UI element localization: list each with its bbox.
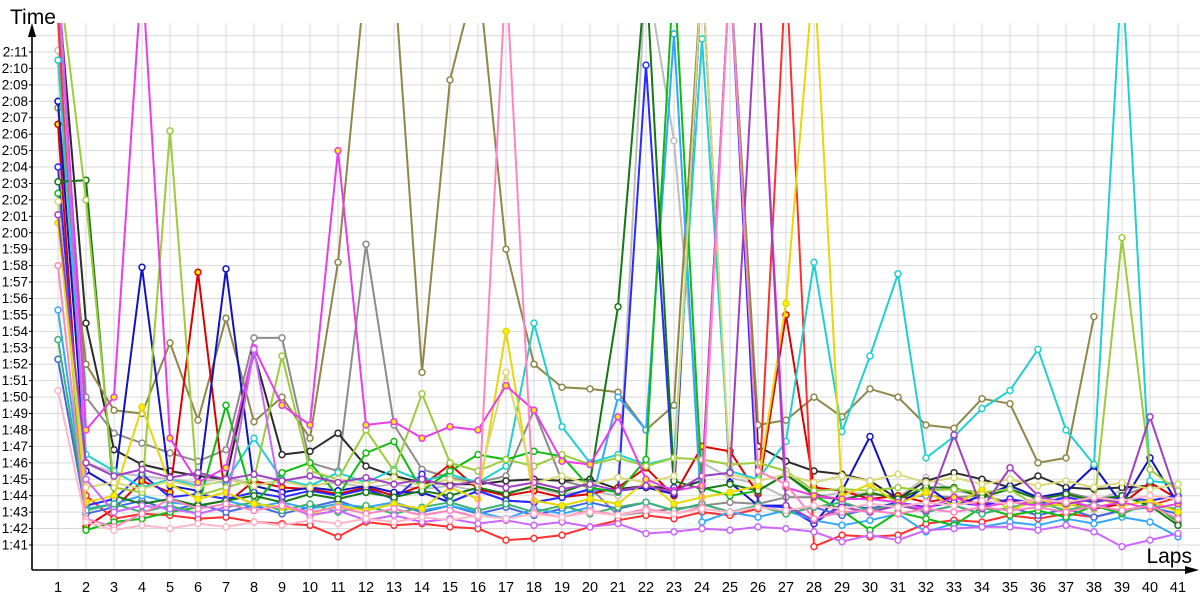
svg-text:2:05: 2:05 bbox=[2, 143, 28, 158]
svg-text:1:53: 1:53 bbox=[2, 340, 28, 355]
svg-text:19: 19 bbox=[554, 580, 570, 596]
svg-text:2:09: 2:09 bbox=[2, 77, 28, 92]
svg-text:2:00: 2:00 bbox=[2, 225, 28, 240]
svg-text:1:58: 1:58 bbox=[2, 258, 28, 273]
svg-text:1:44: 1:44 bbox=[2, 488, 29, 503]
svg-text:1:42: 1:42 bbox=[2, 521, 28, 536]
svg-text:27: 27 bbox=[778, 580, 794, 596]
svg-text:1:57: 1:57 bbox=[2, 275, 28, 290]
svg-text:2:07: 2:07 bbox=[2, 110, 28, 125]
svg-text:1:56: 1:56 bbox=[2, 291, 28, 306]
svg-text:37: 37 bbox=[1058, 580, 1074, 596]
x-axis-title: Laps bbox=[1146, 545, 1192, 568]
svg-text:15: 15 bbox=[442, 580, 458, 596]
svg-text:1:49: 1:49 bbox=[2, 406, 28, 421]
svg-text:12: 12 bbox=[358, 580, 374, 596]
svg-text:1:55: 1:55 bbox=[2, 307, 28, 322]
svg-text:1:52: 1:52 bbox=[2, 357, 28, 372]
svg-text:20: 20 bbox=[582, 580, 598, 596]
svg-text:4: 4 bbox=[138, 580, 146, 596]
svg-text:34: 34 bbox=[974, 580, 990, 596]
svg-text:24: 24 bbox=[694, 580, 710, 596]
svg-text:2:03: 2:03 bbox=[2, 176, 28, 191]
svg-text:1:48: 1:48 bbox=[2, 423, 28, 438]
svg-text:2:01: 2:01 bbox=[2, 209, 28, 224]
svg-text:39: 39 bbox=[1114, 580, 1130, 596]
svg-text:1:45: 1:45 bbox=[2, 472, 28, 487]
svg-text:13: 13 bbox=[386, 580, 402, 596]
y-axis-title: Time bbox=[10, 6, 56, 29]
svg-text:26: 26 bbox=[750, 580, 766, 596]
svg-text:18: 18 bbox=[526, 580, 542, 596]
svg-text:35: 35 bbox=[1002, 580, 1018, 596]
svg-text:2: 2 bbox=[82, 580, 90, 596]
svg-text:28: 28 bbox=[806, 580, 822, 596]
svg-text:1: 1 bbox=[54, 580, 62, 596]
svg-text:1:51: 1:51 bbox=[2, 373, 28, 388]
svg-text:30: 30 bbox=[862, 580, 878, 596]
svg-text:3: 3 bbox=[110, 580, 118, 596]
svg-text:1:59: 1:59 bbox=[2, 242, 28, 257]
svg-text:41: 41 bbox=[1170, 580, 1186, 596]
svg-text:32: 32 bbox=[918, 580, 934, 596]
svg-text:2:02: 2:02 bbox=[2, 192, 28, 207]
svg-text:38: 38 bbox=[1086, 580, 1102, 596]
svg-text:2:10: 2:10 bbox=[2, 61, 28, 76]
series-lines bbox=[54, 23, 1182, 551]
svg-text:36: 36 bbox=[1030, 580, 1046, 596]
svg-text:2:06: 2:06 bbox=[2, 127, 28, 142]
svg-text:17: 17 bbox=[498, 580, 514, 596]
svg-text:1:46: 1:46 bbox=[2, 455, 28, 470]
svg-text:1:50: 1:50 bbox=[2, 390, 28, 405]
tick-labels: 2:112:102:09 2:082:07 2:062:05 2:042:032:02… bbox=[2, 45, 1186, 597]
svg-text:2:11: 2:11 bbox=[3, 45, 28, 60]
svg-text:23: 23 bbox=[666, 580, 682, 596]
svg-text:6: 6 bbox=[194, 580, 202, 596]
svg-text:11: 11 bbox=[330, 580, 345, 596]
svg-text:7: 7 bbox=[222, 580, 230, 596]
svg-text:14: 14 bbox=[414, 580, 430, 596]
svg-text:40: 40 bbox=[1142, 580, 1158, 596]
svg-text:21: 21 bbox=[610, 580, 626, 596]
svg-text:1:43: 1:43 bbox=[2, 505, 28, 520]
svg-text:5: 5 bbox=[166, 580, 174, 596]
svg-text:1:54: 1:54 bbox=[2, 324, 29, 339]
svg-text:16: 16 bbox=[470, 580, 486, 596]
svg-text:22: 22 bbox=[638, 580, 654, 596]
svg-text:29: 29 bbox=[834, 580, 850, 596]
svg-text:9: 9 bbox=[278, 580, 286, 596]
svg-text:1:41: 1:41 bbox=[2, 538, 28, 553]
svg-text:8: 8 bbox=[250, 580, 258, 596]
svg-text:2:04: 2:04 bbox=[2, 160, 29, 175]
svg-text:33: 33 bbox=[946, 580, 962, 596]
svg-text:25: 25 bbox=[722, 580, 738, 596]
svg-text:1:47: 1:47 bbox=[2, 439, 28, 454]
svg-text:10: 10 bbox=[302, 580, 318, 596]
svg-text:31: 31 bbox=[890, 580, 906, 596]
svg-text:2:08: 2:08 bbox=[2, 94, 28, 109]
